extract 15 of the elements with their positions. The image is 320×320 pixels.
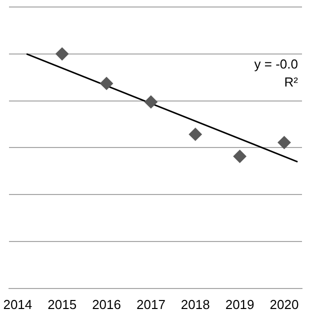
point [188, 128, 202, 141]
point [100, 76, 114, 90]
annotation: y = -0.0 [254, 56, 298, 72]
x-tick-label: 2016 [92, 296, 121, 312]
point [144, 95, 158, 108]
point [56, 47, 69, 60]
point [278, 136, 291, 150]
x-tick-label: 2018 [180, 296, 210, 312]
x-tick-label: 2014 [3, 296, 32, 312]
x-tick-label: 2020 [270, 296, 299, 312]
x-tick-label: 2015 [48, 296, 77, 312]
annotation: R² [284, 74, 299, 90]
point [233, 150, 246, 163]
x-tick-label: 2017 [136, 296, 166, 312]
x-tick-label: 2019 [225, 296, 254, 312]
